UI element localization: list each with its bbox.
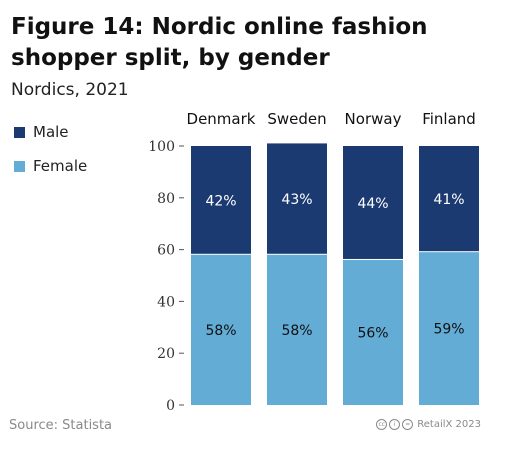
bar-female: [267, 254, 327, 405]
bar-male: [267, 143, 327, 254]
y-tick-label: 40: [157, 294, 175, 310]
bar-male: [343, 146, 403, 259]
y-tick-label: 20: [157, 346, 175, 362]
creative-commons-icon: cc i =: [376, 419, 414, 430]
data-label-female: 58%: [205, 323, 236, 339]
data-label-female: 58%: [281, 323, 312, 339]
chart-title: Figure 14: Nordic online fashion shopper…: [11, 14, 428, 71]
y-tick-label: 80: [157, 191, 175, 207]
legend-item-male: Male: [14, 122, 87, 142]
legend-label-female: Female: [33, 157, 88, 175]
legend-swatch-male: [14, 126, 25, 138]
legend-swatch-female: [14, 160, 25, 172]
category-label: Denmark: [187, 110, 256, 128]
y-tick-label: 100: [148, 139, 175, 155]
bar-male: [191, 146, 251, 254]
bar-male: [419, 146, 479, 252]
source-note: Source: Statista: [9, 418, 113, 433]
bar-female: [343, 259, 403, 405]
legend: Male Female: [14, 122, 87, 190]
bar-female: [419, 252, 479, 405]
legend-label-male: Male: [33, 123, 69, 141]
chart-subtitle: Nordics, 2021: [11, 80, 129, 100]
y-tick-label: 60: [157, 243, 175, 259]
y-tick-label: 0: [166, 398, 175, 414]
data-label-male: 43%: [281, 192, 312, 208]
data-label-male: 44%: [357, 196, 388, 212]
data-label-female: 59%: [433, 322, 464, 338]
category-label: Finland: [422, 110, 476, 128]
bar-female: [191, 254, 251, 405]
data-label-female: 56%: [357, 325, 388, 341]
category-label: Sweden: [267, 110, 326, 128]
credit-text: RetailX 2023: [417, 419, 481, 430]
data-label-male: 41%: [433, 192, 464, 208]
data-label-male: 42%: [205, 193, 236, 209]
credit: cc i = RetailX 2023: [376, 419, 481, 430]
category-label: Norway: [345, 110, 402, 128]
legend-item-female: Female: [14, 156, 87, 176]
